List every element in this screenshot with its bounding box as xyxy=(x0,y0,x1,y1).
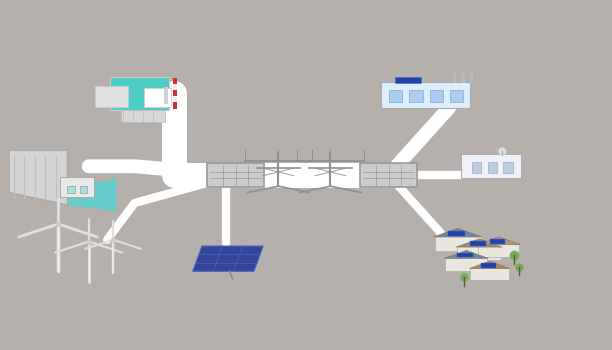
Polygon shape xyxy=(193,246,263,271)
Polygon shape xyxy=(470,261,509,268)
Bar xyxy=(457,253,473,257)
Bar xyxy=(472,162,481,173)
Bar xyxy=(504,162,513,173)
Bar xyxy=(164,87,168,104)
Bar xyxy=(461,73,465,83)
Polygon shape xyxy=(433,228,482,237)
FancyBboxPatch shape xyxy=(381,82,469,108)
Bar xyxy=(482,264,496,267)
Bar xyxy=(173,84,177,90)
Bar xyxy=(470,241,486,246)
FancyBboxPatch shape xyxy=(470,268,509,280)
FancyBboxPatch shape xyxy=(110,77,169,110)
Bar xyxy=(80,186,87,193)
Polygon shape xyxy=(477,237,520,245)
Bar xyxy=(395,77,421,83)
FancyBboxPatch shape xyxy=(360,163,417,187)
Bar xyxy=(409,90,423,103)
FancyBboxPatch shape xyxy=(461,154,521,178)
Polygon shape xyxy=(444,251,488,258)
Polygon shape xyxy=(456,239,502,247)
FancyBboxPatch shape xyxy=(60,177,94,197)
FancyBboxPatch shape xyxy=(144,89,171,107)
Bar xyxy=(173,102,177,108)
Bar xyxy=(121,110,165,122)
Bar xyxy=(173,96,177,102)
Bar xyxy=(448,231,465,236)
FancyBboxPatch shape xyxy=(457,246,501,260)
Bar xyxy=(488,162,497,173)
FancyBboxPatch shape xyxy=(207,163,264,187)
Bar xyxy=(173,78,177,84)
Bar xyxy=(173,90,177,96)
FancyBboxPatch shape xyxy=(95,86,128,107)
FancyBboxPatch shape xyxy=(446,258,487,271)
Bar xyxy=(490,239,505,244)
FancyBboxPatch shape xyxy=(478,244,520,257)
Bar xyxy=(67,186,75,193)
Polygon shape xyxy=(9,150,67,205)
Bar xyxy=(450,90,463,103)
Bar xyxy=(430,90,443,103)
Bar xyxy=(453,73,457,83)
Bar xyxy=(469,73,473,83)
Bar xyxy=(389,90,402,103)
FancyBboxPatch shape xyxy=(435,236,481,251)
Polygon shape xyxy=(67,178,116,212)
